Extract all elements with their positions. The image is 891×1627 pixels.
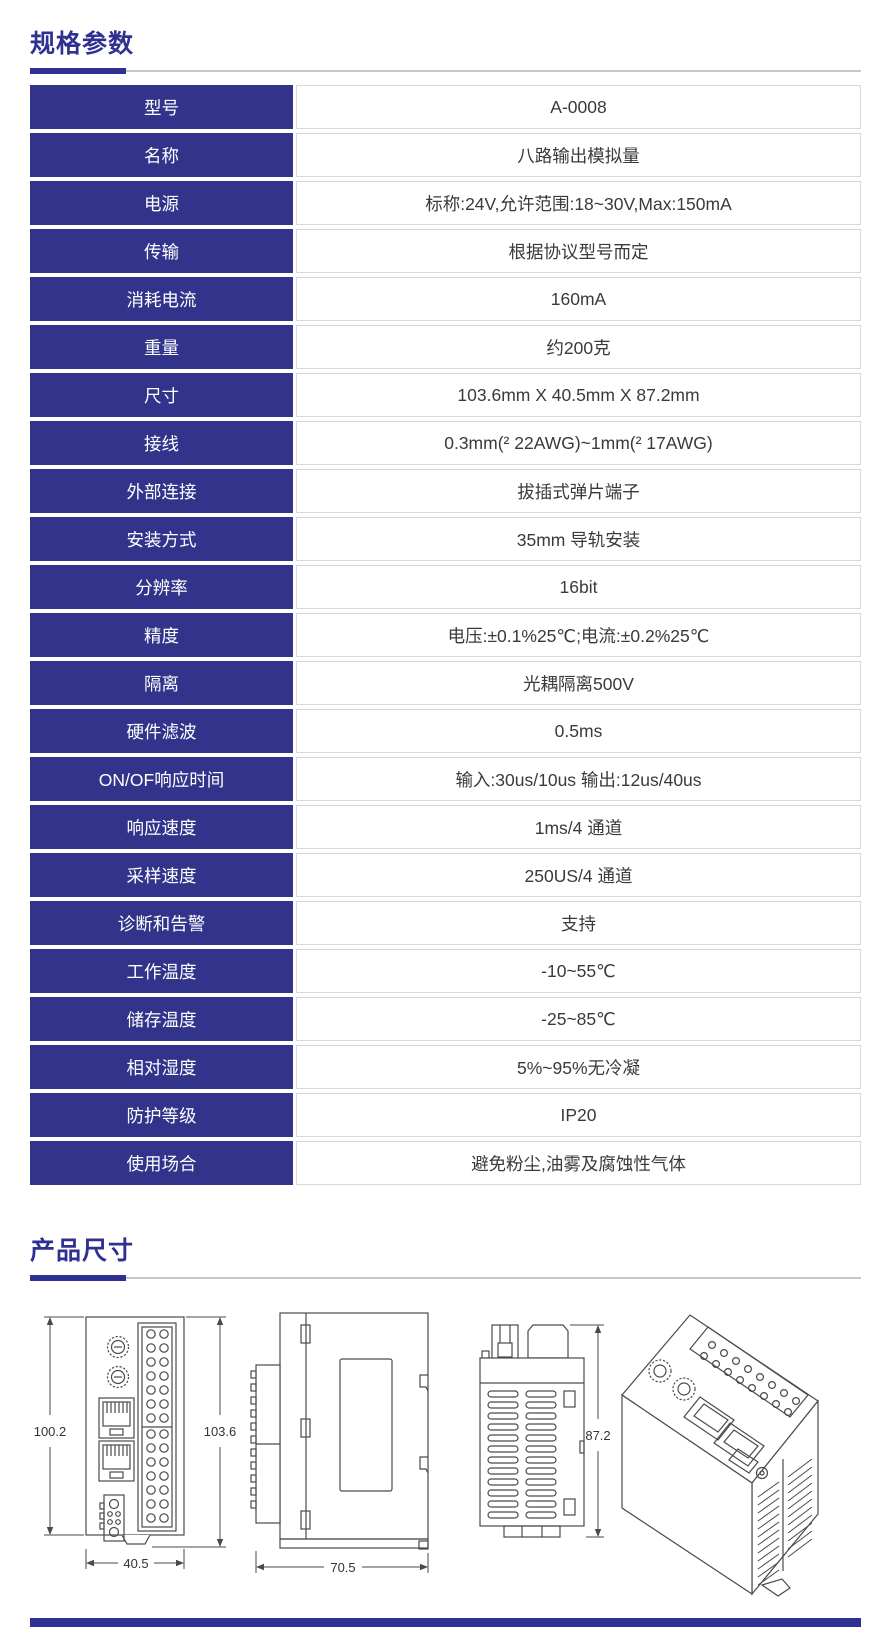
spec-table: 型号 A-0008 名称 八路输出模拟量 电源 标称:24V,允许范围:18~30V,Ma… [30, 85, 861, 1185]
spec-row: 传输 根据协议型号而定 [30, 229, 861, 273]
spec-label: 储存温度 [30, 997, 293, 1041]
dimensions-section-divider [30, 1275, 861, 1281]
spec-row: 电源 标称:24V,允许范围:18~30V,Max:150mA [30, 181, 861, 225]
spec-value: 250US/4 通道 [296, 853, 861, 897]
spec-row: 硬件滤波 0.5ms [30, 709, 861, 753]
spec-row: 隔离 光耦隔离500V [30, 661, 861, 705]
spec-value: 避免粉尘,油雾及腐蚀性气体 [296, 1141, 861, 1185]
dim-width-bottom: 40.5 [123, 1556, 148, 1571]
spec-value: 5%~95%无冷凝 [296, 1045, 861, 1089]
spec-label: 名称 [30, 133, 293, 177]
spec-label: 外部连接 [30, 469, 293, 513]
spec-label: 接线 [30, 421, 293, 465]
spec-label: 使用场合 [30, 1141, 293, 1185]
datasheet-page: 规格参数 型号 A-0008 名称 八路输出模拟量 电源 标称:24V,允许范围:18~3… [0, 24, 891, 1599]
spec-label: 响应速度 [30, 805, 293, 849]
spec-value: 光耦隔离500V [296, 661, 861, 705]
top-view-drawing: 87.2 [479, 1324, 611, 1538]
spec-label: 消耗电流 [30, 277, 293, 321]
spec-row: 工作温度 -10~55℃ [30, 949, 861, 993]
spec-value: 根据协议型号而定 [296, 229, 861, 273]
spec-value: 输入:30us/10us 输出:12us/40us [296, 757, 861, 801]
spec-row: 使用场合 避免粉尘,油雾及腐蚀性气体 [30, 1141, 861, 1185]
spec-value: IP20 [296, 1093, 861, 1137]
spec-label: 相对湿度 [30, 1045, 293, 1089]
spec-value: A-0008 [296, 85, 861, 129]
spec-value: 拔插式弹片端子 [296, 469, 861, 513]
spec-row: ON/OF响应时间 输入:30us/10us 输出:12us/40us [30, 757, 861, 801]
spec-value: 35mm 导轨安装 [296, 517, 861, 561]
spec-label: 防护等级 [30, 1093, 293, 1137]
spec-label: 精度 [30, 613, 293, 657]
divider-accent [30, 1275, 126, 1281]
spec-value: 标称:24V,允许范围:18~30V,Max:150mA [296, 181, 861, 225]
spec-row: 尺寸 103.6mm X 40.5mm X 87.2mm [30, 373, 861, 417]
spec-row: 重量 约200克 [30, 325, 861, 369]
spec-row: 接线 0.3mm(² 22AWG)~1mm(² 17AWG) [30, 421, 861, 465]
spec-label: 重量 [30, 325, 293, 369]
front-view-drawing: 100.2 103.6 40.5 [34, 1316, 237, 1571]
dimensions-section-title: 产品尺寸 [30, 1237, 135, 1265]
side-view-drawing: 70.5 [250, 1312, 429, 1575]
spec-row: 诊断和告警 支持 [30, 901, 861, 945]
spec-label: 电源 [30, 181, 293, 225]
dim-height-right: 87.2 [585, 1428, 610, 1443]
spec-label: 型号 [30, 85, 293, 129]
spec-label: ON/OF响应时间 [30, 757, 293, 801]
spec-value: 电压:±0.1%25℃;电流:±0.2%25℃ [296, 613, 861, 657]
isometric-view-drawing [621, 1314, 819, 1597]
spec-row: 分辨率 16bit [30, 565, 861, 609]
footer-bar [30, 1618, 861, 1627]
spec-row: 相对湿度 5%~95%无冷凝 [30, 1045, 861, 1089]
spec-row: 储存温度 -25~85℃ [30, 997, 861, 1041]
specs-section-divider [30, 68, 861, 74]
spec-row: 型号 A-0008 [30, 85, 861, 129]
spec-row: 响应速度 1ms/4 通道 [30, 805, 861, 849]
spec-value: 103.6mm X 40.5mm X 87.2mm [296, 373, 861, 417]
specs-section: 规格参数 型号 A-0008 名称 八路输出模拟量 电源 标称:24V,允许范围:18~3… [30, 24, 861, 1185]
spec-label: 安装方式 [30, 517, 293, 561]
spec-label: 隔离 [30, 661, 293, 705]
spec-row: 精度 电压:±0.1%25℃;电流:±0.2%25℃ [30, 613, 861, 657]
spec-value: -10~55℃ [296, 949, 861, 993]
spec-value: -25~85℃ [296, 997, 861, 1041]
spec-label: 采样速度 [30, 853, 293, 897]
spec-label: 分辨率 [30, 565, 293, 609]
dim-height-right: 103.6 [204, 1424, 237, 1439]
spec-row: 外部连接 拔插式弹片端子 [30, 469, 861, 513]
specs-section-title: 规格参数 [30, 30, 135, 58]
spec-row: 防护等级 IP20 [30, 1093, 861, 1137]
spec-value: 支持 [296, 901, 861, 945]
spec-value: 0.5ms [296, 709, 861, 753]
spec-row: 安装方式 35mm 导轨安装 [30, 517, 861, 561]
spec-value: 1ms/4 通道 [296, 805, 861, 849]
spec-value: 160mA [296, 277, 861, 321]
spec-value: 八路输出模拟量 [296, 133, 861, 177]
spec-row: 采样速度 250US/4 通道 [30, 853, 861, 897]
dimensions-section: 产品尺寸 [30, 1231, 861, 1599]
dim-height-left: 100.2 [34, 1424, 67, 1439]
dimension-drawings: 100.2 103.6 40.5 [30, 1301, 861, 1599]
spec-label: 诊断和告警 [30, 901, 293, 945]
spec-label: 尺寸 [30, 373, 293, 417]
spec-value: 约200克 [296, 325, 861, 369]
dim-depth-bottom: 70.5 [330, 1560, 355, 1575]
spec-row: 名称 八路输出模拟量 [30, 133, 861, 177]
spec-value: 0.3mm(² 22AWG)~1mm(² 17AWG) [296, 421, 861, 465]
spec-row: 消耗电流 160mA [30, 277, 861, 321]
spec-value: 16bit [296, 565, 861, 609]
divider-accent [30, 68, 126, 74]
spec-label: 传输 [30, 229, 293, 273]
spec-label: 工作温度 [30, 949, 293, 993]
spec-label: 硬件滤波 [30, 709, 293, 753]
